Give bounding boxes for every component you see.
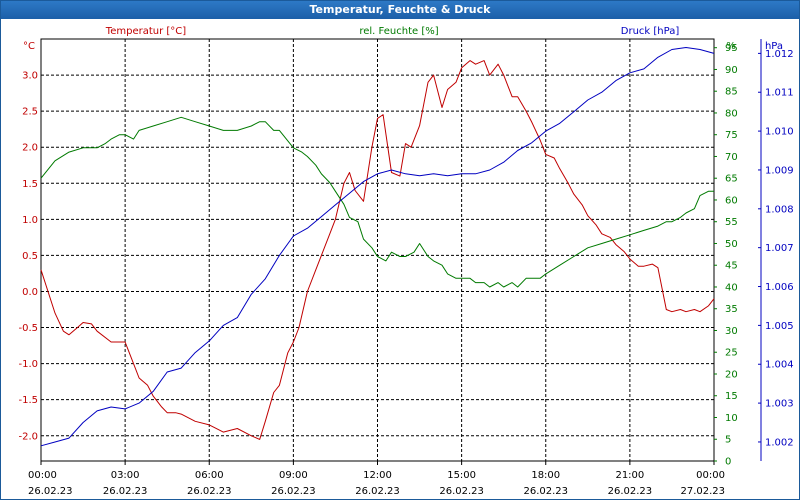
humidity-tick-label: 30 bbox=[725, 326, 738, 337]
humidity-tick-label: 15 bbox=[725, 391, 738, 402]
x-tick-date: 26.02.23 bbox=[271, 486, 316, 497]
x-tick-date: 26.02.23 bbox=[28, 486, 73, 497]
humidity-tick-label: 85 bbox=[725, 87, 738, 98]
humidity-tick-label: 10 bbox=[725, 413, 738, 424]
temperature-axis-unit: °C bbox=[23, 41, 35, 52]
temperature-tick-label: 0.0 bbox=[22, 287, 38, 298]
humidity-tick-label: 50 bbox=[725, 239, 738, 250]
humidity-tick-label: 90 bbox=[725, 65, 738, 76]
pressure-tick-label: 1.005 bbox=[765, 321, 794, 332]
temperature-tick-label: 2.5 bbox=[22, 107, 38, 118]
x-tick-time: 06:00 bbox=[195, 470, 224, 481]
temperature-tick-label: 0.5 bbox=[22, 251, 38, 262]
humidity-legend: rel. Feuchte [%] bbox=[359, 26, 438, 37]
x-tick-time: 00:00 bbox=[696, 470, 725, 481]
x-tick-time: 21:00 bbox=[615, 470, 644, 481]
temperature-tick-label: 2.0 bbox=[22, 143, 38, 154]
temperature-tick-label: -0.5 bbox=[18, 323, 38, 334]
x-tick-time: 15:00 bbox=[447, 470, 476, 481]
x-tick-time: 00:00 bbox=[28, 470, 57, 481]
pressure-tick-label: 1.011 bbox=[765, 88, 794, 99]
humidity-tick-label: 75 bbox=[725, 130, 738, 141]
chart-window: Temperatur, Feuchte & Druck °C % hPa Tem… bbox=[0, 0, 800, 500]
humidity-tick-label: 80 bbox=[725, 108, 738, 119]
humidity-tick-label: 40 bbox=[725, 282, 738, 293]
temperature-tick-label: -2.0 bbox=[18, 431, 38, 442]
humidity-tick-label: 0 bbox=[725, 457, 731, 468]
x-tick-date: 26.02.23 bbox=[355, 486, 400, 497]
x-tick-time: 03:00 bbox=[111, 470, 140, 481]
humidity-tick-label: 5 bbox=[725, 435, 731, 446]
x-tick-date: 26.02.23 bbox=[523, 486, 568, 497]
pressure-tick-label: 1.012 bbox=[765, 49, 794, 60]
pressure-tick-label: 1.002 bbox=[765, 437, 794, 448]
pressure-tick-label: 1.009 bbox=[765, 165, 794, 176]
pressure-tick-label: 1.006 bbox=[765, 282, 794, 293]
humidity-tick-label: 65 bbox=[725, 174, 738, 185]
humidity-tick-label: 35 bbox=[725, 304, 738, 315]
pressure-tick-label: 1.008 bbox=[765, 204, 794, 215]
pressure-tick-label: 1.004 bbox=[765, 360, 794, 371]
x-tick-date: 26.02.23 bbox=[439, 486, 484, 497]
pressure-tick-label: 1.003 bbox=[765, 399, 794, 410]
humidity-tick-label: 55 bbox=[725, 217, 738, 228]
humidity-tick-label: 95 bbox=[725, 43, 738, 54]
humidity-tick-label: 20 bbox=[725, 369, 738, 380]
temperature-tick-label: -1.5 bbox=[18, 395, 38, 406]
humidity-tick-label: 60 bbox=[725, 195, 738, 206]
humidity-tick-label: 70 bbox=[725, 152, 738, 163]
temperature-tick-label: 3.0 bbox=[22, 71, 38, 82]
tick-labels: 00:00 26.02.23 03:00 26.02.23 06:00 26.02.23 0… bbox=[18, 39, 793, 497]
temperature-tick-label: 1.5 bbox=[22, 179, 38, 190]
x-tick-date: 26.02.23 bbox=[187, 486, 232, 497]
x-tick-date: 26.02.23 bbox=[608, 486, 653, 497]
temperature-tick-label: 1.0 bbox=[22, 215, 38, 226]
x-tick-time: 09:00 bbox=[279, 470, 308, 481]
humidity-tick-label: 45 bbox=[725, 261, 738, 272]
humidity-tick-label: 25 bbox=[725, 348, 738, 359]
temperature-legend: Temperatur [°C] bbox=[105, 26, 186, 37]
chart-area: °C % hPa Temperatur [°C] rel. Feuchte [%… bbox=[1, 1, 799, 499]
pressure-tick-label: 1.010 bbox=[765, 127, 794, 138]
pressure-legend: Druck [hPa] bbox=[621, 26, 680, 37]
grid bbox=[41, 39, 714, 461]
temperature-tick-label: -1.0 bbox=[18, 359, 38, 370]
x-tick-time: 18:00 bbox=[531, 470, 560, 481]
x-tick-date: 26.02.23 bbox=[103, 486, 148, 497]
x-tick-time: 12:00 bbox=[363, 470, 392, 481]
pressure-tick-label: 1.007 bbox=[765, 243, 794, 254]
x-tick-date: 27.02.23 bbox=[680, 486, 725, 497]
